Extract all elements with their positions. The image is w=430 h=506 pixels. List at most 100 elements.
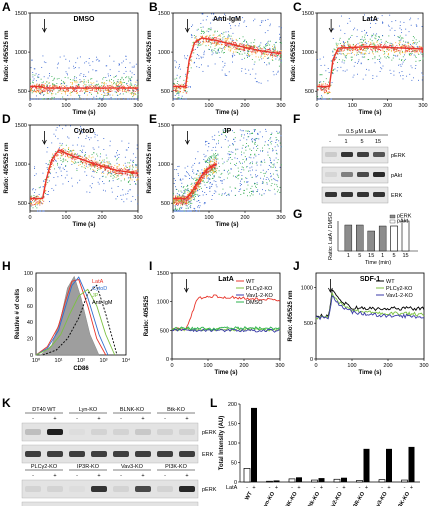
scatter-point — [422, 58, 424, 60]
scatter-point — [127, 91, 129, 93]
scatter-point — [415, 65, 417, 66]
scatter-point — [356, 50, 358, 52]
scatter-point — [196, 54, 198, 55]
scatter-point — [53, 189, 55, 191]
scatter-point — [236, 46, 238, 48]
scatter-point — [38, 210, 40, 212]
scatter-point — [215, 42, 217, 44]
scatter-point — [41, 203, 43, 205]
scatter-point — [276, 184, 278, 186]
x-axis-label: Time (s) — [216, 222, 239, 228]
scatter-point — [231, 130, 233, 132]
scatter-point — [356, 36, 358, 38]
scatter-point — [212, 19, 214, 21]
scatter-point — [196, 29, 198, 31]
scatter-point — [351, 59, 353, 61]
scatter-point — [55, 85, 57, 87]
scatter-point — [118, 64, 120, 66]
scatter-point — [275, 166, 276, 168]
scatter-point — [237, 46, 239, 48]
scatter-point — [232, 151, 234, 153]
scatter-point — [232, 61, 234, 63]
scatter-point — [377, 17, 379, 19]
scatter-point — [262, 150, 263, 152]
scatter-point — [376, 75, 378, 77]
scatter-point — [383, 48, 385, 49]
scatter-point — [400, 39, 402, 41]
scatter-point — [249, 47, 251, 49]
scatter-point — [101, 172, 103, 174]
scatter-point — [418, 46, 420, 48]
scatter-point — [118, 90, 119, 92]
scatter-point — [175, 196, 177, 198]
scatter-point — [195, 179, 197, 181]
scatter-point — [271, 52, 273, 54]
scatter-point — [250, 187, 252, 189]
scatter-point — [409, 73, 411, 75]
scatter-point — [132, 91, 134, 92]
scatter-point — [347, 52, 349, 54]
scatter-point — [111, 90, 113, 92]
scatter-point — [396, 49, 398, 51]
scatter-point — [215, 169, 217, 171]
scatter-point — [93, 162, 95, 164]
scatter-point — [204, 156, 206, 158]
scatter-point — [65, 89, 67, 91]
scatter-point — [120, 79, 122, 81]
scatter-point — [365, 32, 367, 34]
scatter-point — [276, 186, 278, 188]
scatter-point — [374, 56, 376, 58]
scatter-point — [221, 193, 223, 195]
scatter-point — [193, 194, 195, 196]
scatter-point — [256, 183, 258, 185]
scatter-point — [197, 184, 199, 186]
scatter-point — [219, 35, 221, 37]
scatter-point — [33, 198, 35, 200]
scatter-point — [52, 98, 54, 100]
scatter-point — [74, 157, 76, 159]
scatter-point — [217, 41, 219, 43]
scatter-point — [30, 199, 32, 200]
scatter-point — [211, 149, 213, 151]
scatter-point — [365, 47, 367, 49]
scatter-point — [181, 201, 183, 203]
scatter-point — [271, 179, 273, 181]
scatter-point — [57, 98, 59, 100]
scatter-point — [33, 90, 35, 92]
scatter-point — [186, 202, 187, 204]
scatter-point — [113, 89, 115, 91]
scatter-point — [363, 49, 365, 51]
scatter-point — [185, 199, 187, 201]
scatter-point — [365, 44, 367, 46]
scatter-point — [417, 46, 419, 48]
scatter-point — [358, 50, 360, 52]
x-tick-label: 300 — [418, 103, 427, 109]
scatter-point — [384, 45, 386, 47]
scatter-point — [257, 144, 259, 146]
scatter-point — [110, 171, 112, 173]
scatter-point — [279, 38, 280, 40]
scatter-point — [40, 91, 42, 93]
scatter-point — [213, 34, 215, 36]
scatter-point — [335, 50, 337, 52]
scatter-point — [233, 41, 235, 43]
scatter-point — [240, 188, 242, 190]
scatter-point — [350, 56, 352, 58]
scatter-point — [220, 180, 222, 182]
scatter-point — [180, 90, 181, 92]
scatter-point — [131, 83, 133, 85]
scatter-point — [40, 87, 41, 89]
scatter-point — [181, 95, 183, 97]
scatter-point — [184, 98, 186, 100]
scatter-point — [193, 52, 195, 54]
scatter-point — [235, 164, 237, 166]
scatter-point — [61, 98, 62, 100]
scatter-point — [121, 173, 123, 174]
scatter-point — [382, 22, 384, 24]
scatter-point — [319, 82, 320, 84]
scatter-point — [202, 35, 203, 37]
scatter-point — [80, 89, 82, 91]
scatter-point — [243, 192, 245, 194]
scatter-point — [48, 82, 50, 84]
scatter-point — [99, 168, 101, 170]
